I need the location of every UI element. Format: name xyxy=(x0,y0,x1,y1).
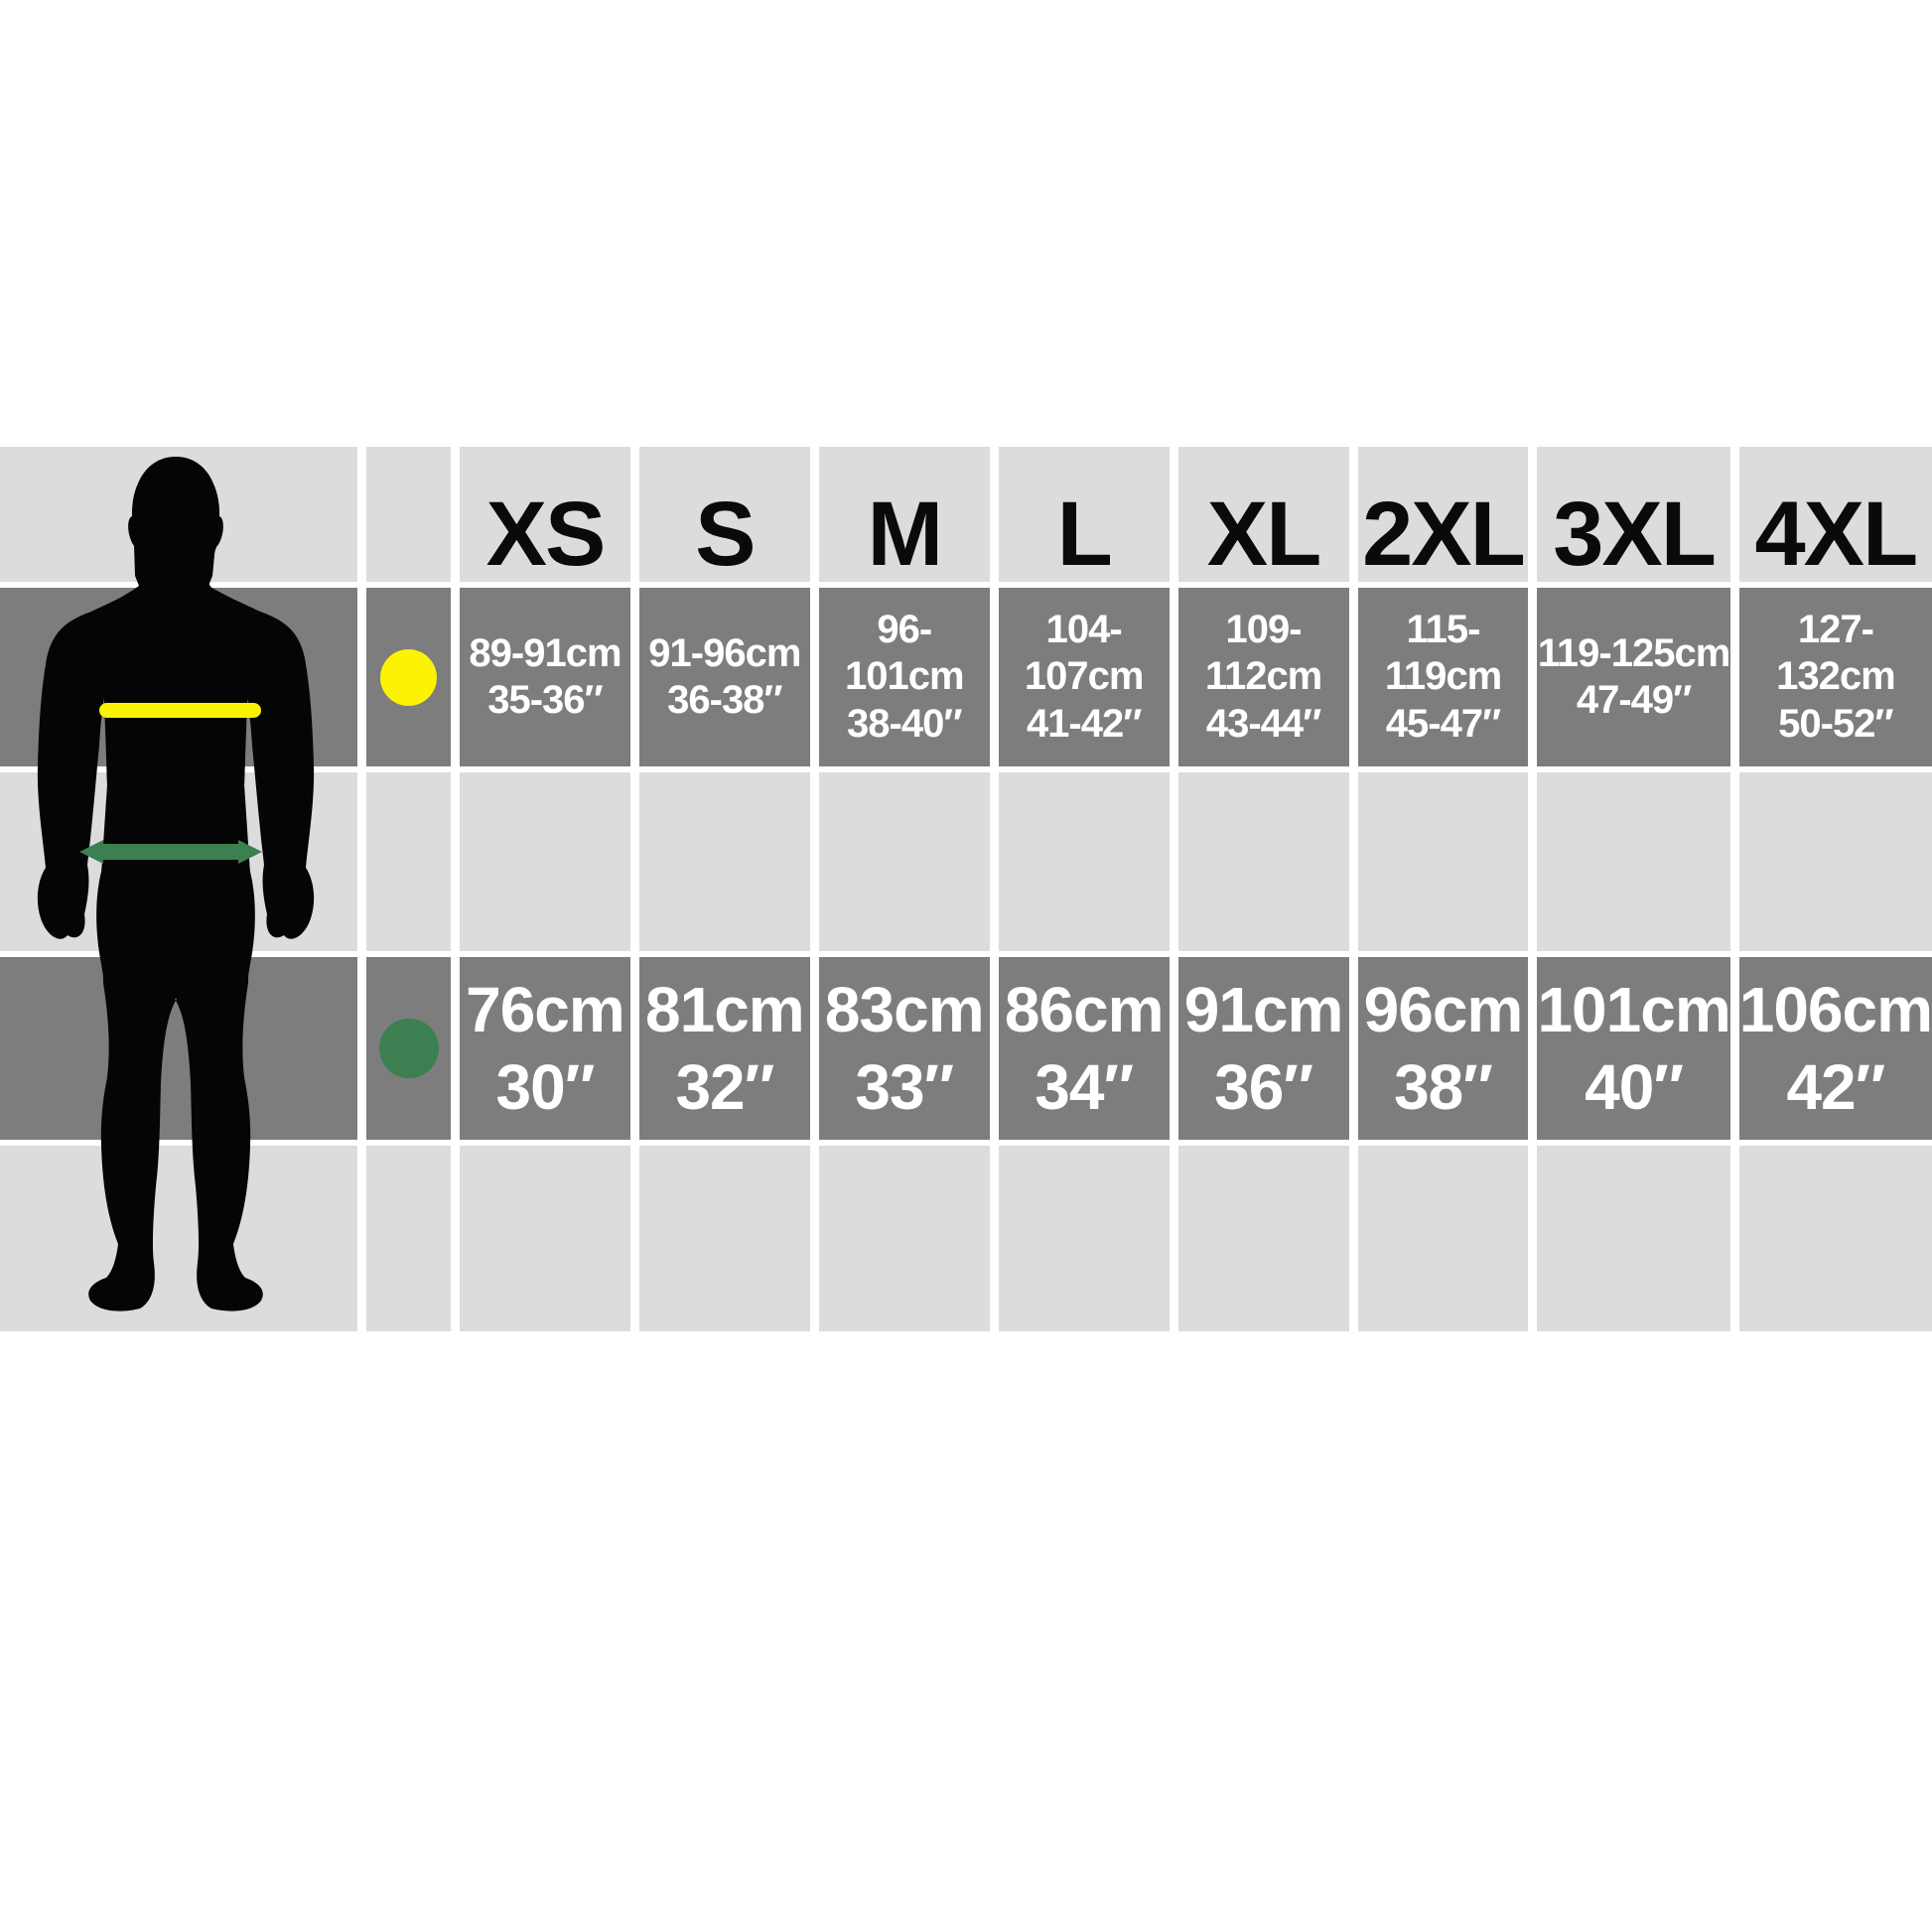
spacer-cell xyxy=(638,772,810,951)
chest-value-xl: 109-112cm 43-44″ xyxy=(1177,588,1349,766)
waist-marker-dot-icon xyxy=(378,1019,439,1078)
spacer-cell xyxy=(1177,772,1349,951)
chest-value-4xl: 127-132cm 50-52″ xyxy=(1738,588,1932,766)
size-header-l: L xyxy=(998,447,1170,582)
waist-in: 40″ xyxy=(1585,1051,1684,1123)
spacer-cell xyxy=(0,1146,357,1331)
chest-cm: 115-119cm xyxy=(1384,608,1502,699)
chest-value-s: 91-96cm 36-38″ xyxy=(638,588,810,766)
size-header-xs: XS xyxy=(460,447,630,582)
chest-value-2xl: 115-119cm 45-47″ xyxy=(1357,588,1529,766)
chest-cm: 89-91cm xyxy=(469,630,621,675)
size-chart-table: XS S M L XL 2XL 3XL 4XL 89-91cm 35-36″ 9… xyxy=(0,447,1932,1331)
chest-value-3xl: 119-125cm 47-49″ xyxy=(1537,588,1730,766)
chest-cm: 104-107cm xyxy=(1024,608,1145,699)
waist-cm: 76cm xyxy=(466,973,625,1045)
chest-row-figure-cell xyxy=(0,588,357,766)
waist-cm: 96cm xyxy=(1363,973,1524,1045)
waist-cm: 91cm xyxy=(1183,973,1344,1045)
waist-value-4xl: 106cm 42″ xyxy=(1738,957,1932,1140)
figure-header-cell xyxy=(0,447,357,582)
spacer-cell xyxy=(1738,772,1932,951)
spacer-cell xyxy=(1177,1146,1349,1331)
waist-in: 33″ xyxy=(855,1051,954,1123)
waist-cm: 81cm xyxy=(645,973,805,1045)
chest-cm: 127-132cm xyxy=(1776,608,1896,699)
spacer-cell xyxy=(1738,1146,1932,1331)
waist-in: 34″ xyxy=(1035,1051,1134,1123)
chest-value-l: 104-107cm 41-42″ xyxy=(998,588,1170,766)
spacer-cell xyxy=(0,772,357,951)
chest-cm: 119-125cm xyxy=(1537,630,1730,675)
waist-cm: 86cm xyxy=(1004,973,1165,1045)
waist-cm: 83cm xyxy=(824,973,985,1045)
chest-row-marker-cell xyxy=(366,588,451,766)
spacer-cell xyxy=(460,772,630,951)
waist-cm: 106cm xyxy=(1738,973,1932,1045)
spacer-cell xyxy=(366,1146,451,1331)
waist-value-m: 83cm 33″ xyxy=(818,957,990,1140)
chest-in: 47-49″ xyxy=(1576,678,1692,722)
chest-cm: 96-101cm xyxy=(844,608,965,699)
size-header-2xl: 2XL xyxy=(1357,447,1529,582)
chest-value-xs: 89-91cm 35-36″ xyxy=(460,588,630,766)
spacer-cell xyxy=(1537,1146,1730,1331)
waist-in: 30″ xyxy=(495,1051,596,1123)
spacer-cell xyxy=(366,772,451,951)
waist-row-figure-cell xyxy=(0,957,357,1140)
waist-value-xs: 76cm 30″ xyxy=(460,957,630,1140)
chest-cm: 91-96cm xyxy=(648,630,801,675)
waist-value-2xl: 96cm 38″ xyxy=(1357,957,1529,1140)
spacer-cell xyxy=(998,1146,1170,1331)
spacer-cell xyxy=(638,1146,810,1331)
chest-in: 41-42″ xyxy=(1026,701,1142,746)
size-header-3xl: 3XL xyxy=(1537,447,1730,582)
chest-in: 35-36″ xyxy=(487,678,603,722)
size-header-xl: XL xyxy=(1177,447,1349,582)
chest-in: 50-52″ xyxy=(1778,701,1893,746)
waist-value-3xl: 101cm 40″ xyxy=(1537,957,1731,1140)
marker-header-cell xyxy=(366,447,451,582)
spacer-cell xyxy=(998,772,1170,951)
chest-in: 38-40″ xyxy=(847,701,962,746)
waist-value-xl: 91cm 36″ xyxy=(1177,957,1349,1140)
size-header-s: S xyxy=(638,447,810,582)
waist-value-s: 81cm 32″ xyxy=(638,957,810,1140)
chest-marker-dot-icon xyxy=(380,648,437,706)
waist-in: 42″ xyxy=(1786,1051,1885,1123)
chest-in: 45-47″ xyxy=(1385,701,1501,746)
spacer-cell xyxy=(818,772,990,951)
spacer-cell xyxy=(818,1146,990,1331)
size-header-m: M xyxy=(818,447,990,582)
spacer-cell xyxy=(1357,1146,1529,1331)
chest-value-m: 96-101cm 38-40″ xyxy=(818,588,990,766)
waist-row-marker-cell xyxy=(366,957,451,1140)
chest-in: 36-38″ xyxy=(667,678,782,722)
spacer-cell xyxy=(460,1146,630,1331)
waist-in: 36″ xyxy=(1214,1051,1313,1123)
waist-in: 38″ xyxy=(1394,1051,1493,1123)
size-header-4xl: 4XL xyxy=(1738,447,1932,582)
spacer-cell xyxy=(1357,772,1529,951)
spacer-cell xyxy=(1537,772,1730,951)
waist-cm: 101cm xyxy=(1537,973,1730,1045)
chest-in: 43-44″ xyxy=(1205,701,1321,746)
waist-in: 32″ xyxy=(675,1051,774,1123)
chest-cm: 109-112cm xyxy=(1204,608,1322,699)
waist-value-l: 86cm 34″ xyxy=(998,957,1170,1140)
